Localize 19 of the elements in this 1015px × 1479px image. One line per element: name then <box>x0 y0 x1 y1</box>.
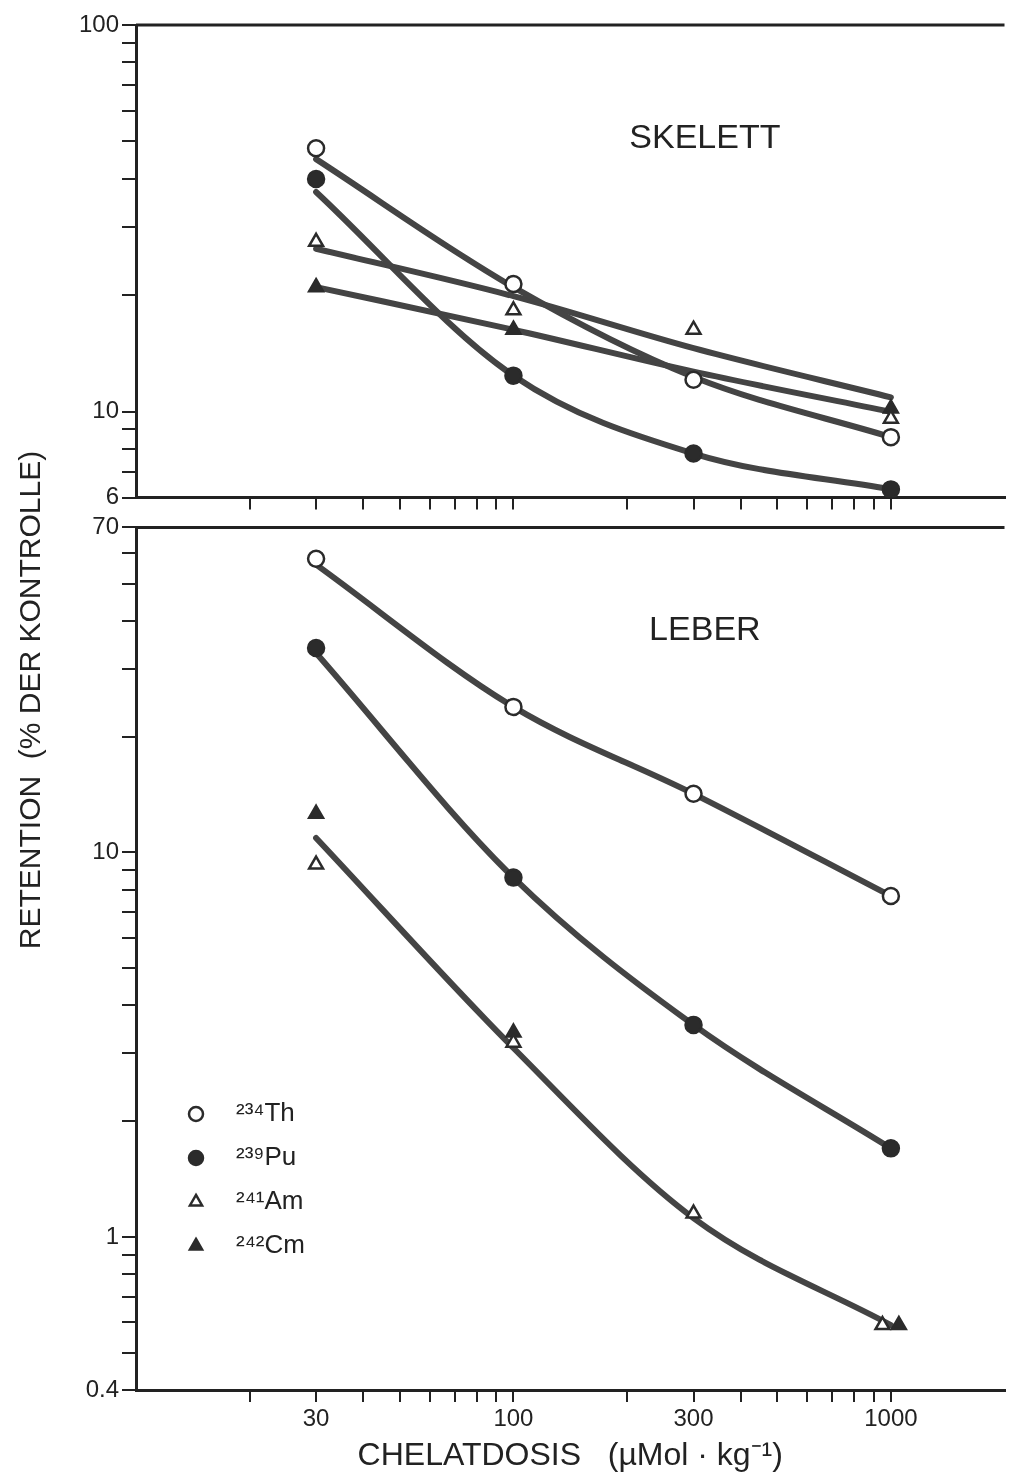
y-tick-label: 70 <box>92 512 119 540</box>
y-axis-title: RETENTION (% DER KONTROLLE) <box>12 449 47 952</box>
y-tick-label: 100 <box>78 9 119 37</box>
y-tick-label: 1 <box>105 1221 119 1249</box>
annotation: SKELETT <box>629 116 781 155</box>
legend-label: ²³⁹Pu <box>236 1141 297 1172</box>
legend-label: ²⁴¹Am <box>236 1185 304 1216</box>
y-tick-label: 6 <box>105 482 119 510</box>
x-tick-label: 1000 <box>864 1404 918 1432</box>
x-tick-label: 300 <box>673 1404 714 1432</box>
y-tick-label: 10 <box>92 396 119 424</box>
x-axis-title: CHELATDOSIS (µMol · kg⁻¹) <box>357 1435 783 1472</box>
legend-label: ²⁴²Cm <box>236 1229 305 1260</box>
x-tick-label: 30 <box>302 1404 330 1432</box>
legend-label: ²³⁴Th <box>236 1097 295 1128</box>
y-tick-label: 0.4 <box>85 1374 119 1402</box>
y-tick-label: 10 <box>92 837 119 865</box>
annotation: LEBER <box>649 609 761 648</box>
x-tick-label: 100 <box>493 1404 534 1432</box>
